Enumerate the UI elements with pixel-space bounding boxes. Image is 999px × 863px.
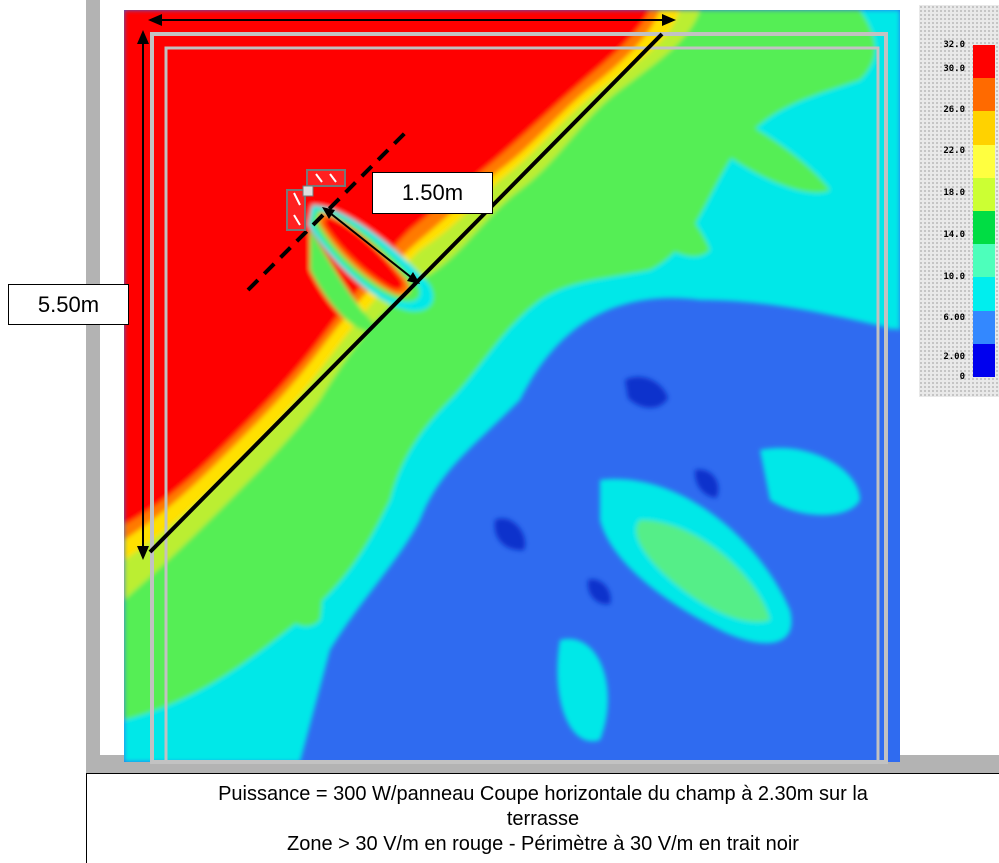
caption-line-3: Zone > 30 V/m en rouge - Périmètre à 30 …: [287, 833, 799, 855]
legend-tick-8: 2.00: [943, 352, 965, 362]
figure-caption: Puissance = 300 W/panneau Coupe horizont…: [86, 773, 999, 863]
legend-swatch-9: [973, 343, 995, 378]
legend-swatch-8: [973, 310, 995, 345]
terrace-outline-inner: [164, 46, 880, 764]
caption-line-2: terrasse: [506, 808, 580, 830]
legend-swatch-1: [973, 78, 995, 112]
distance-dimension-arrow: [322, 207, 420, 284]
legend-swatch-3: [973, 144, 995, 179]
antenna-panel-icon: [286, 169, 346, 231]
legend-swatch-7: [973, 277, 995, 312]
legend-tick-3: 22.0: [943, 146, 965, 156]
caption-line-1: Puissance = 300 W/panneau Coupe horizont…: [218, 783, 868, 805]
width-dimension-arrow: [148, 14, 676, 26]
legend-swatch-0: [973, 45, 995, 79]
legend-tick-4: 18.0: [943, 188, 965, 198]
legend-tick-2: 26.0: [943, 105, 965, 115]
height-dimension-arrow: [137, 30, 149, 560]
legend-tick-5: 14.0: [943, 230, 965, 240]
legend-swatch-2: [973, 111, 995, 146]
color-scale-legend: 32.0 30.0 26.0 22.0 18.0 14.0 10.0 6.00 2.00 0: [919, 5, 999, 397]
legend-tick-0: 32.0: [943, 40, 965, 50]
legend-tick-6: 10.0: [943, 272, 965, 282]
legend-tick-7: 6.00: [943, 313, 965, 323]
distance-label: 1.50m: [372, 172, 493, 214]
legend-swatch-6: [973, 244, 995, 278]
high-field-zone: [124, 10, 650, 525]
legend-swatch-4: [973, 177, 995, 212]
perimeter-30vm-line: [148, 32, 664, 554]
left-wall: [86, 0, 100, 773]
legend-swatch-5: [973, 211, 995, 245]
field-colormap: [124, 10, 900, 762]
legend-tick-1: 30.0: [943, 64, 965, 74]
antenna-plane-dashed-line: [246, 130, 408, 292]
legend-tick-9: 0: [959, 372, 965, 382]
height-label: 5.50m: [8, 284, 129, 325]
